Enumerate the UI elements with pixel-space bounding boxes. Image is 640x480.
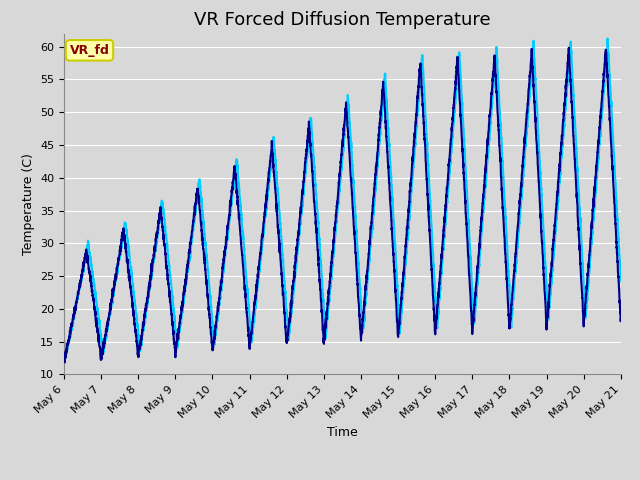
West — [617, 317, 625, 323]
North — [60, 340, 68, 346]
North — [216, 298, 223, 304]
Line: North: North — [64, 38, 621, 357]
West — [61, 360, 68, 365]
Y-axis label: Temperature (C): Temperature (C) — [22, 153, 35, 255]
North — [617, 278, 625, 284]
Line: West: West — [64, 48, 621, 362]
North — [397, 320, 404, 326]
North — [604, 36, 611, 41]
West — [60, 355, 68, 361]
Title: VR Forced Diffusion Temperature: VR Forced Diffusion Temperature — [194, 11, 491, 29]
North — [180, 300, 188, 306]
North — [564, 75, 572, 81]
West — [564, 56, 572, 61]
Text: VR_fd: VR_fd — [70, 44, 109, 57]
X-axis label: Time: Time — [327, 426, 358, 439]
West — [180, 291, 188, 297]
Legend: North, West: North, West — [248, 476, 437, 480]
West — [406, 183, 414, 189]
West — [397, 301, 404, 307]
West — [617, 318, 625, 324]
West — [216, 293, 223, 299]
West — [565, 45, 573, 51]
North — [617, 275, 625, 281]
North — [62, 354, 70, 360]
North — [406, 200, 414, 205]
